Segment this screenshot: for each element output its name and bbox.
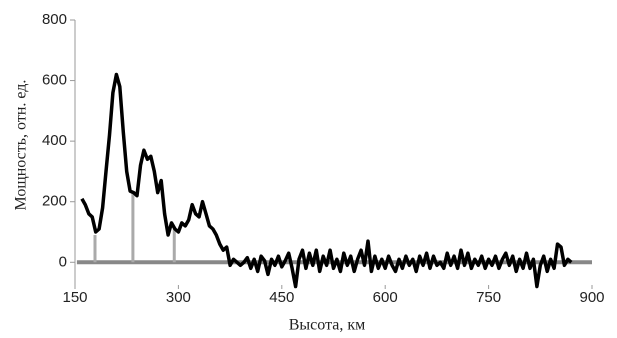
x-tick-label: 600 bbox=[373, 289, 398, 306]
x-axis-label: Высота, км bbox=[289, 317, 366, 334]
y-tick-label: 600 bbox=[42, 72, 67, 89]
y-tick-label: 0 bbox=[59, 253, 67, 270]
y-tick-label: 200 bbox=[42, 193, 67, 210]
data-line bbox=[80, 72, 573, 289]
y-tick-label: 400 bbox=[42, 132, 67, 149]
x-tick-label: 150 bbox=[62, 289, 87, 306]
y-tick-label: 800 bbox=[42, 11, 67, 28]
x-tick-label: 750 bbox=[476, 289, 501, 306]
y-axis-label: Мощность, отн. ед. bbox=[13, 80, 30, 211]
x-tick-label: 450 bbox=[269, 289, 294, 306]
x-tick-label: 300 bbox=[166, 289, 191, 306]
x-tick-label: 900 bbox=[579, 289, 604, 306]
